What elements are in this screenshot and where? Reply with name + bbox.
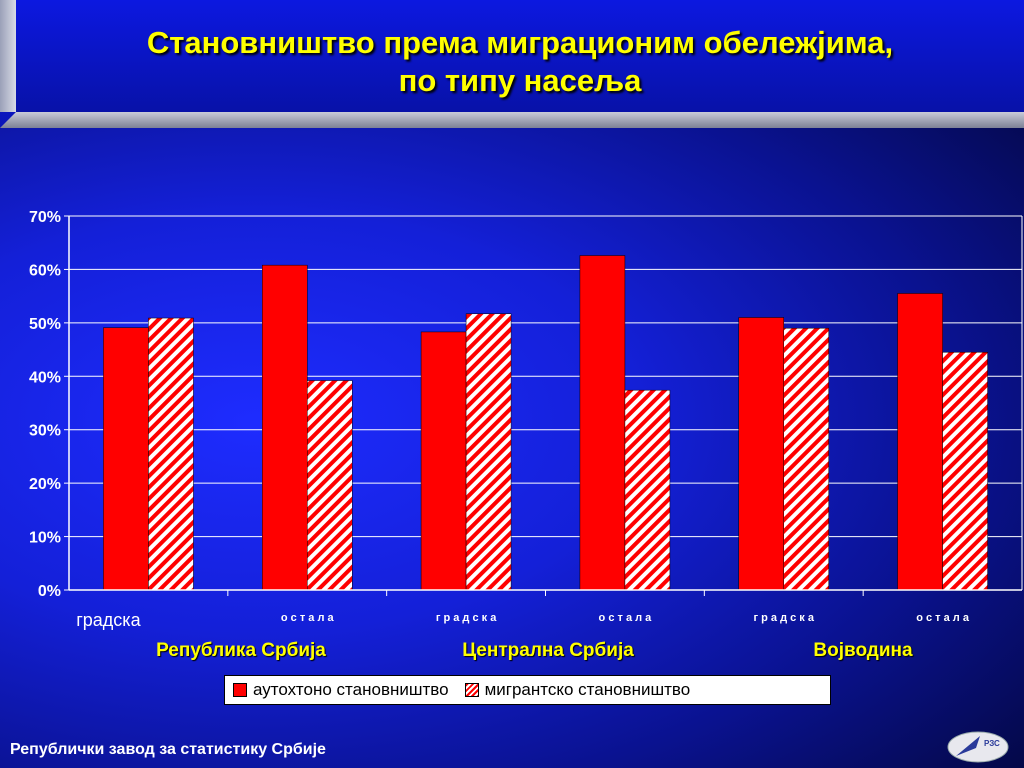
bar-migrant-0 bbox=[148, 317, 194, 591]
region-label-serbia: Република Србија bbox=[156, 640, 326, 661]
y-tick-label: 70% bbox=[29, 209, 61, 226]
x-tick-label: о с т а л а bbox=[916, 612, 970, 624]
x-tick-label: г р а д с к а bbox=[436, 612, 497, 624]
legend-label-autochthonous: аутохтоно становништво bbox=[253, 680, 449, 699]
y-tick-label: 60% bbox=[29, 262, 61, 279]
y-tick-label: 50% bbox=[29, 316, 61, 333]
region-label-central-serbia: Централна Србија bbox=[462, 640, 634, 661]
legend-item-migrant: мигрантско становништво bbox=[464, 680, 691, 700]
x-tick-labels: градска о с т а л а г р а д с к а о с т а л… bbox=[76, 610, 970, 630]
bar-autochthonous-3 bbox=[579, 255, 626, 591]
title-bevel-left bbox=[0, 0, 16, 112]
footer-text: Републички завод за статистику Србије bbox=[10, 741, 326, 758]
bar-autochthonous-1 bbox=[262, 264, 308, 591]
bar-migrant-5 bbox=[942, 351, 988, 591]
bar-autochthonous-0 bbox=[103, 327, 149, 591]
axes bbox=[68, 215, 1023, 591]
title-bevel-bottom bbox=[0, 112, 1024, 128]
bar-migrant-2 bbox=[465, 313, 512, 591]
rzs-logo-icon: РЗС bbox=[947, 731, 1009, 763]
bar-migrant-3 bbox=[624, 389, 671, 591]
x-tick-label: градска bbox=[76, 610, 141, 630]
bar-autochthonous-2 bbox=[420, 331, 467, 591]
x-tick-label: о с т а л а bbox=[599, 612, 653, 624]
y-tick-label: 40% bbox=[29, 369, 61, 386]
title-line-1: Становништво према миграционим обележјим… bbox=[146, 25, 894, 60]
x-tick-label: о с т а л а bbox=[281, 612, 335, 624]
y-tick-label: 30% bbox=[29, 423, 61, 440]
title-band bbox=[0, 0, 1024, 128]
x-tick-label: г р а д с к а bbox=[754, 612, 815, 624]
bars bbox=[103, 255, 988, 591]
legend-swatch-hatched bbox=[464, 683, 479, 697]
title-panel bbox=[16, 0, 1024, 113]
bar-autochthonous-5 bbox=[897, 293, 943, 591]
legend-label-migrant: мигрантско становништво bbox=[484, 680, 691, 699]
y-tick-labels: 0% 10% 20% 30% 40% 50% 60% 70% bbox=[29, 209, 61, 600]
bar-autochthonous-4 bbox=[738, 317, 784, 591]
legend-item-autochthonous: аутохтоно становништво bbox=[233, 680, 449, 700]
legend-swatch-solid bbox=[233, 683, 247, 697]
bar-migrant-4 bbox=[783, 327, 829, 591]
y-tick-label: 20% bbox=[29, 476, 61, 493]
y-tick-label: 10% bbox=[29, 530, 61, 547]
bar-migrant-1 bbox=[307, 380, 353, 591]
chart-legend: аутохтоно становништво мигрантско станов… bbox=[224, 675, 831, 705]
logo-text: РЗС bbox=[984, 739, 1000, 748]
region-label-vojvodina: Војводина bbox=[813, 640, 913, 661]
slide-title: Становништво према миграционим обележјим… bbox=[16, 24, 1024, 100]
title-line-2: по типу насеља bbox=[398, 63, 642, 98]
y-tick-label: 0% bbox=[38, 583, 61, 600]
grid-lines bbox=[64, 215, 1022, 596]
